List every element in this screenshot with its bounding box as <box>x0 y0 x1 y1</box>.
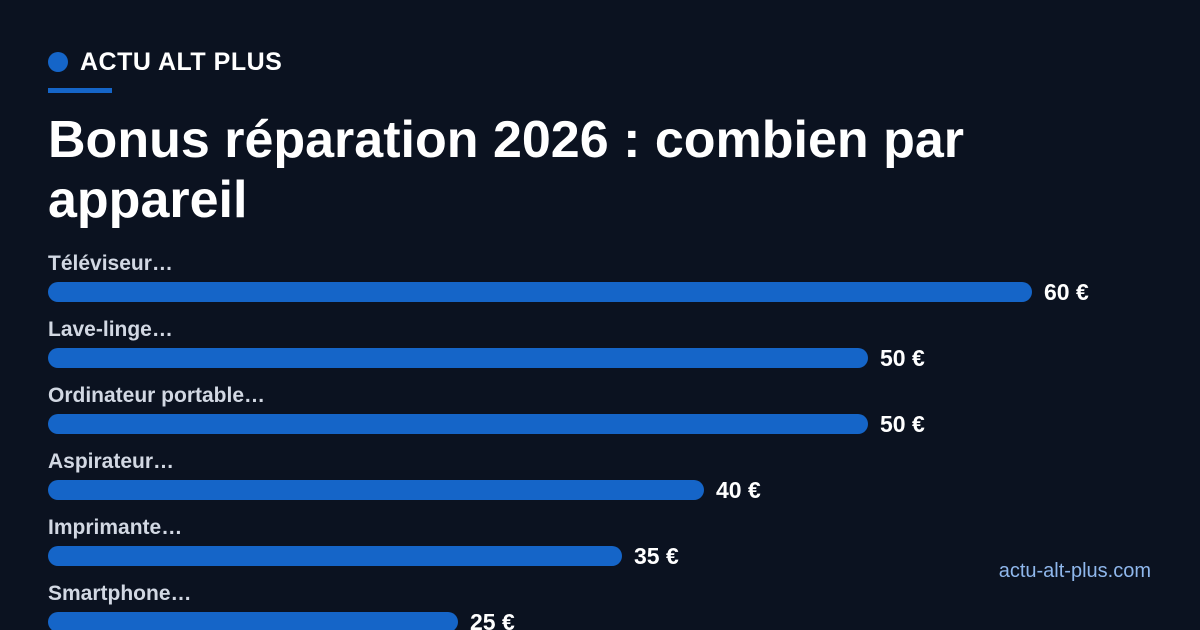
brand-name: ACTU ALT PLUS <box>80 47 283 76</box>
site-url: actu-alt-plus.com <box>998 560 1151 582</box>
bar <box>48 414 868 434</box>
value-label: 40 € <box>716 477 761 503</box>
category-label: Aspirateur… <box>48 450 174 473</box>
brand-dot-icon <box>48 52 68 72</box>
bar <box>48 282 1032 302</box>
category-label: Ordinateur portable… <box>48 384 265 407</box>
value-label: 50 € <box>880 411 925 437</box>
value-label: 25 € <box>470 609 515 630</box>
bar <box>48 546 622 566</box>
value-label: 35 € <box>634 543 679 569</box>
value-label: 50 € <box>880 345 925 371</box>
value-label: 60 € <box>1044 279 1089 305</box>
bar <box>48 348 868 368</box>
chart-title: Bonus réparation 2026 : combien par appa… <box>48 111 965 229</box>
category-label: Imprimante… <box>48 516 182 539</box>
category-label: Smartphone… <box>48 582 192 605</box>
bar <box>48 480 704 500</box>
brand: ACTU ALT PLUS <box>48 48 282 76</box>
category-label: Téléviseur… <box>48 252 173 275</box>
category-label: Lave-linge… <box>48 318 173 341</box>
bar <box>48 612 458 630</box>
brand-underline <box>48 88 112 93</box>
